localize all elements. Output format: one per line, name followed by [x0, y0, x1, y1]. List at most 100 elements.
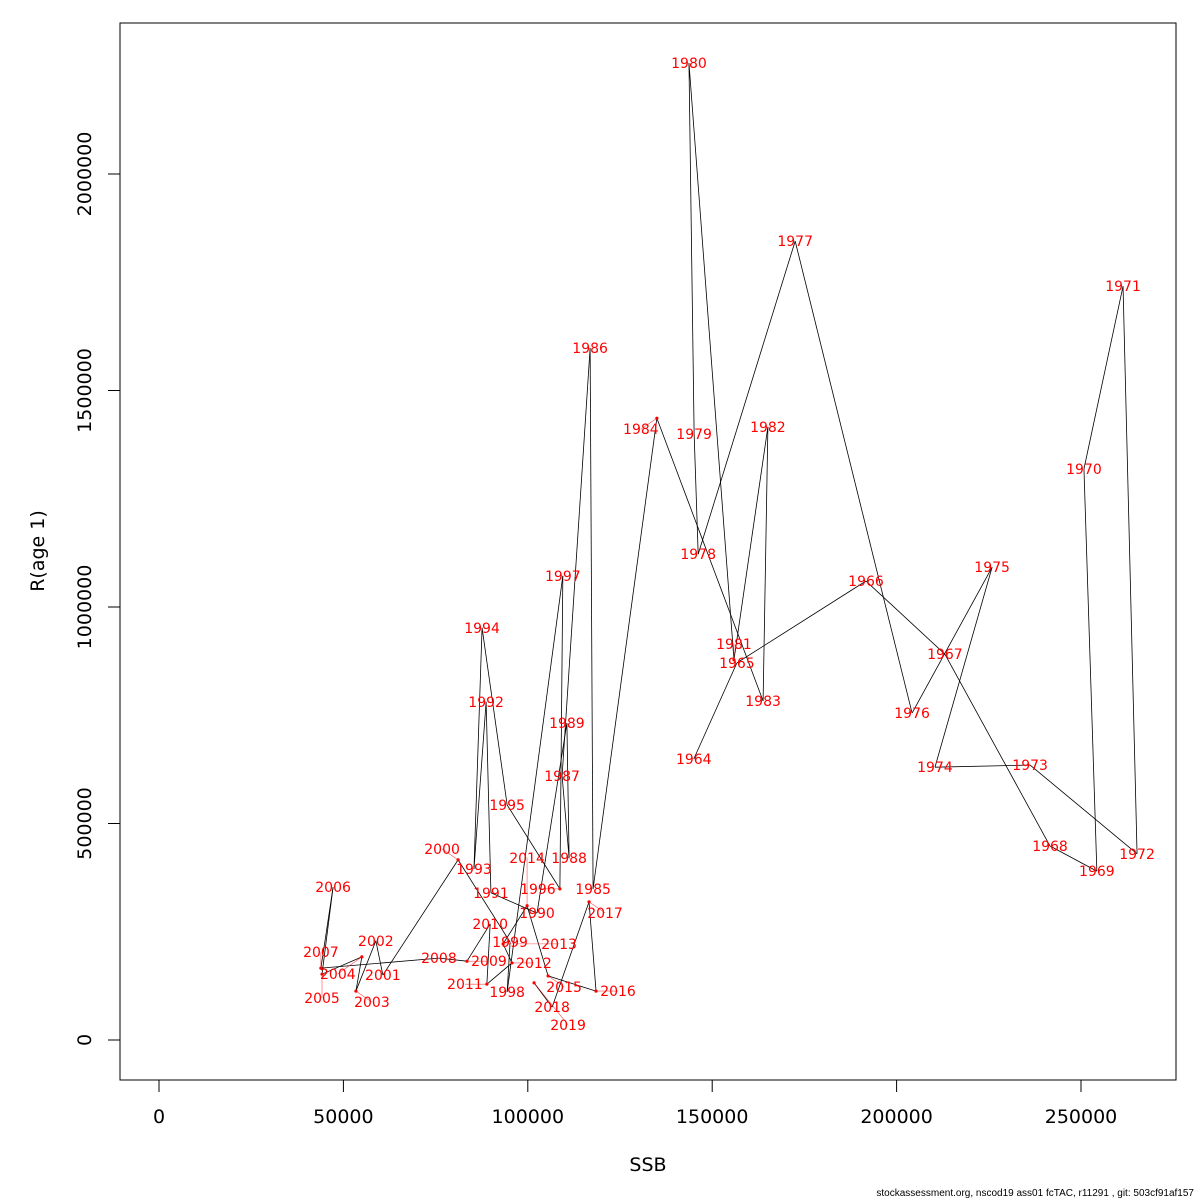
trajectory-segment: [934, 764, 1031, 768]
data-point: [587, 900, 591, 904]
trajectory-segment: [561, 348, 591, 776]
year-label: 1975: [974, 560, 1010, 576]
year-label: 2013: [541, 937, 577, 953]
trajectory-segment: [355, 940, 377, 992]
label-leader-line: [588, 901, 606, 914]
data-point: [546, 974, 550, 978]
trajectory-segment: [762, 426, 769, 701]
trajectory-segment: [486, 923, 491, 985]
data-point: [525, 904, 529, 908]
data-point: [465, 959, 469, 963]
data-point: [532, 981, 536, 985]
year-label: 1978: [680, 547, 716, 563]
year-label: 2014: [509, 851, 545, 867]
trajectory-segment: [536, 722, 568, 914]
trajectory-segment: [321, 956, 362, 975]
year-label: 1990: [519, 906, 555, 922]
trajectory-segment: [688, 63, 735, 660]
trajectory-segment: [736, 580, 867, 664]
year-label: 2003: [354, 995, 390, 1011]
trajectory-segment: [526, 905, 549, 977]
trajectory-segment: [473, 627, 483, 869]
year-label: 1985: [575, 882, 611, 898]
year-label: 1989: [549, 716, 585, 732]
label-leader-line: [355, 990, 373, 1003]
x-axis-label: SSB: [629, 1154, 666, 1176]
trajectory-segment: [697, 240, 796, 555]
year-label: 2004: [320, 967, 356, 983]
label-leader-line: [441, 848, 459, 861]
trajectory-segment: [1083, 468, 1098, 872]
year-label: 2008: [421, 951, 457, 967]
year-label: 1968: [1032, 839, 1068, 855]
trajectory-segment: [944, 654, 1051, 847]
year-label: 2002: [358, 934, 394, 950]
year-label: 1988: [551, 851, 587, 867]
trajectory-segment: [490, 892, 538, 914]
plot-frame: [119, 22, 1177, 1081]
trajectory-segment: [589, 348, 594, 889]
year-label: 1969: [1079, 864, 1115, 880]
trajectory-segment: [485, 701, 492, 893]
trajectory-segment: [1049, 845, 1098, 872]
data-point: [510, 961, 514, 965]
y-tick-label: 0: [74, 1034, 96, 1046]
trajectory-segment: [592, 418, 658, 889]
trajectory-segment: [320, 957, 439, 969]
year-label: 1982: [750, 420, 786, 436]
year-label: 1994: [464, 621, 500, 637]
year-label: 1965: [719, 656, 755, 672]
y-axis-label: R(age 1): [27, 510, 49, 592]
trajectory-segment: [547, 975, 597, 992]
trajectory-segment: [1083, 286, 1124, 469]
x-tick-label: 200000: [860, 1106, 933, 1128]
footer-credit: stockassessment.org, nscod19 ass01 fcTAC…: [876, 1188, 1194, 1199]
data-point: [485, 982, 489, 986]
year-label: 2005: [304, 991, 340, 1007]
year-label: 2019: [550, 1018, 586, 1034]
label-leader-line: [533, 982, 569, 1026]
trajectory-segment: [506, 804, 561, 890]
x-tick-label: 150000: [676, 1106, 749, 1128]
y-tick-label: 2000000: [74, 132, 96, 217]
year-label: 2012: [516, 956, 552, 972]
trajectory-segment: [466, 923, 491, 962]
trajectory-segment: [693, 433, 699, 555]
trajectory-segment: [502, 905, 528, 945]
year-label: 1996: [520, 882, 556, 898]
x-tick-label: 50000: [313, 1106, 373, 1128]
data-point: [655, 416, 659, 420]
trajectory-segment: [438, 957, 467, 962]
trajectory-segment: [559, 575, 564, 889]
year-label: 1997: [545, 569, 581, 585]
year-label: 1977: [777, 234, 813, 250]
year-label: 1976: [894, 706, 930, 722]
data-point: [732, 658, 736, 662]
trajectory-segment: [588, 901, 597, 992]
year-label: 1971: [1105, 279, 1141, 295]
trajectory-segment: [656, 418, 764, 702]
data-point: [558, 887, 562, 891]
year-label: 1999: [492, 935, 528, 951]
trajectory-segment: [382, 859, 459, 976]
year-label: 2000: [424, 842, 460, 858]
trajectory-segment: [502, 943, 513, 964]
trajectory-segment: [1029, 764, 1138, 855]
label-leader-line: [640, 417, 658, 430]
trajectory-segment: [355, 956, 363, 992]
data-point: [501, 942, 505, 946]
year-label: 1984: [623, 422, 659, 438]
year-label: 1995: [489, 798, 525, 814]
data-point: [354, 989, 358, 993]
trajectory-segment: [794, 241, 913, 714]
label-leader-line: [337, 956, 363, 975]
y-tick-label: 500000: [74, 787, 96, 860]
trajectory-segment: [865, 580, 946, 655]
year-label: 1970: [1066, 462, 1102, 478]
year-label: 1987: [544, 769, 580, 785]
y-tick-label: 1000000: [74, 565, 96, 650]
year-label: 2010: [472, 917, 508, 933]
year-label: 2017: [587, 906, 623, 922]
year-label: 2006: [315, 880, 351, 896]
